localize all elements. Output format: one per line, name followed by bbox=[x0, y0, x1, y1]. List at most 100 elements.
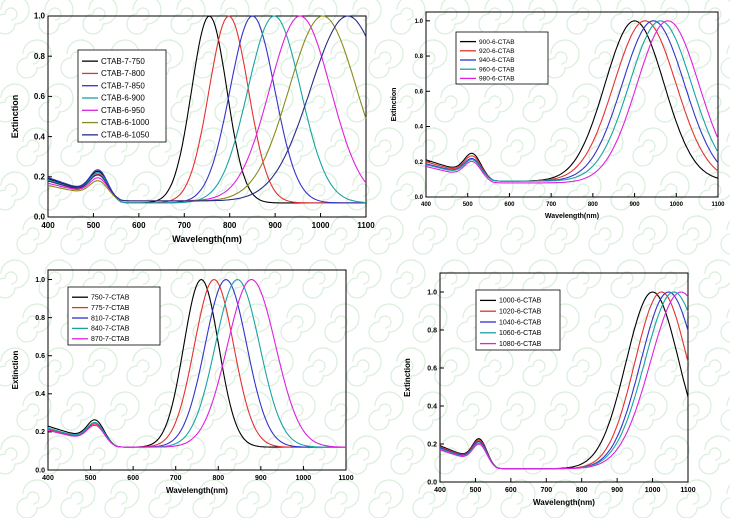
swirl-decoration bbox=[38, 435, 74, 475]
x-tick-label: 900 bbox=[611, 487, 623, 494]
swirl-decoration bbox=[456, 215, 492, 255]
series-line bbox=[47, 15, 367, 202]
swirl-decoration bbox=[544, 215, 580, 255]
y-tick-label: 0.6 bbox=[415, 89, 424, 95]
x-tick-label: 1100 bbox=[338, 475, 353, 482]
x-tick-label: 400 bbox=[42, 475, 54, 482]
swirl-decoration bbox=[302, 347, 338, 387]
swirl-decoration bbox=[390, 83, 426, 123]
swirl-decoration bbox=[610, 347, 646, 387]
swirl-decoration bbox=[0, 259, 30, 299]
swirl-decoration bbox=[368, 39, 404, 79]
series-line bbox=[425, 20, 719, 182]
swirl-decoration bbox=[82, 347, 118, 387]
series-line bbox=[47, 15, 366, 204]
swirl-decoration bbox=[434, 0, 470, 35]
x-tick-label: 700 bbox=[540, 487, 552, 494]
legend-label: 900-6-CTAB bbox=[479, 39, 515, 46]
x-tick-label: 400 bbox=[434, 487, 446, 494]
swirl-decoration bbox=[632, 391, 668, 431]
swirl-decoration bbox=[478, 83, 514, 123]
swirl-decoration bbox=[104, 391, 140, 431]
swirl-decoration bbox=[170, 259, 206, 299]
swirl-decoration bbox=[258, 0, 294, 35]
x-tick-label: 600 bbox=[132, 221, 146, 230]
swirl-decoration bbox=[38, 347, 74, 387]
x-tick-label: 900 bbox=[255, 475, 267, 482]
y-tick-label: 0.6 bbox=[35, 353, 45, 360]
y-tick-label: 1.0 bbox=[35, 277, 45, 284]
swirl-decoration bbox=[588, 215, 624, 255]
y-axis-label: Extinction bbox=[403, 358, 412, 397]
swirl-decoration bbox=[280, 127, 316, 167]
x-tick-label: 1100 bbox=[357, 221, 375, 230]
x-tick-label: 1000 bbox=[312, 221, 330, 230]
x-tick-label: 1100 bbox=[711, 202, 725, 208]
swirl-decoration bbox=[390, 171, 426, 211]
legend-box bbox=[475, 289, 561, 351]
swirl-decoration bbox=[16, 215, 52, 255]
swirl-decoration bbox=[214, 259, 250, 299]
x-tick-label: 500 bbox=[470, 487, 482, 494]
swirl-decoration bbox=[412, 391, 448, 431]
swirl-decoration bbox=[192, 391, 228, 431]
swirl-decoration bbox=[434, 259, 470, 299]
swirl-decoration bbox=[302, 171, 338, 211]
legend-label: 840-7-CTAB bbox=[91, 326, 130, 333]
plot-frame bbox=[47, 269, 347, 471]
swirl-decoration bbox=[302, 83, 338, 123]
swirl-decoration bbox=[126, 435, 162, 475]
y-tick-label: 0.6 bbox=[34, 92, 46, 101]
series-line bbox=[425, 20, 719, 184]
y-tick-label: 0.4 bbox=[427, 403, 437, 410]
swirl-decoration bbox=[588, 39, 624, 79]
x-tick-label: 1000 bbox=[670, 202, 684, 208]
swirl-decoration bbox=[0, 0, 30, 35]
swirl-decoration bbox=[214, 347, 250, 387]
legend-label: 870-7-CTAB bbox=[91, 336, 130, 343]
swirl-decoration bbox=[588, 391, 624, 431]
x-axis-label: Wavelength(nm) bbox=[545, 213, 599, 220]
swirl-decoration bbox=[412, 215, 448, 255]
legend-label: 775-7-CTAB bbox=[91, 305, 130, 312]
legend-label: 1000-6-CTAB bbox=[499, 298, 542, 305]
swirl-decoration bbox=[610, 259, 646, 299]
swirl-decoration bbox=[698, 0, 730, 35]
swirl-decoration bbox=[214, 171, 250, 211]
swirl-decoration bbox=[170, 435, 206, 475]
swirl-decoration bbox=[346, 0, 382, 35]
y-tick-label: 0.6 bbox=[427, 365, 437, 372]
x-tick-label: 600 bbox=[127, 475, 139, 482]
swirl-decoration bbox=[170, 347, 206, 387]
swirl-decoration bbox=[676, 127, 712, 167]
swirl-decoration bbox=[390, 259, 426, 299]
series-line bbox=[47, 15, 367, 204]
plot-frame bbox=[425, 11, 719, 198]
swirl-decoration bbox=[566, 347, 602, 387]
series-line bbox=[425, 20, 719, 182]
series-line bbox=[47, 279, 346, 448]
swirl-decoration bbox=[654, 171, 690, 211]
swirl-decoration bbox=[38, 171, 74, 211]
swirl-decoration bbox=[676, 303, 712, 343]
y-tick-label: 0.2 bbox=[34, 172, 46, 181]
legend-box bbox=[77, 49, 167, 143]
swirl-decoration bbox=[82, 171, 118, 211]
legend-label: CTAB-6-900 bbox=[101, 94, 145, 103]
legend-label: 920-6-CTAB bbox=[479, 48, 515, 55]
swirl-decoration bbox=[654, 347, 690, 387]
swirl-decoration bbox=[500, 391, 536, 431]
swirl-decoration bbox=[258, 259, 294, 299]
x-tick-label: 500 bbox=[463, 202, 474, 208]
swirl-decoration bbox=[676, 215, 712, 255]
swirl-decoration bbox=[346, 259, 382, 299]
swirl-decoration bbox=[632, 127, 668, 167]
swirl-decoration bbox=[214, 0, 250, 35]
legend-label: CTAB-6-1050 bbox=[101, 131, 150, 140]
y-tick-label: 0.0 bbox=[35, 467, 45, 474]
swirl-decoration bbox=[16, 391, 52, 431]
swirl-decoration bbox=[16, 39, 52, 79]
swirl-decoration bbox=[324, 303, 360, 343]
swirl-decoration bbox=[170, 0, 206, 35]
